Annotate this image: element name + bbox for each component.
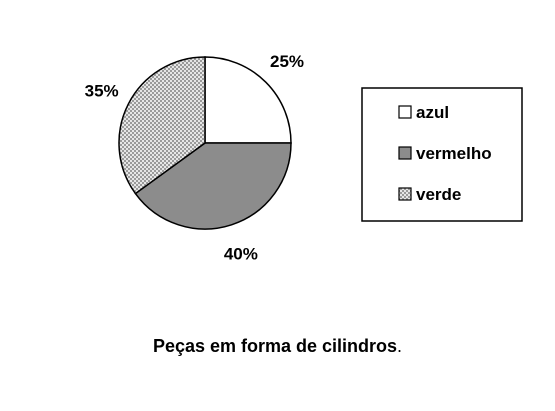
pie-slices: [118, 56, 292, 230]
chart-caption: Peças em forma de cilindros.: [0, 336, 555, 357]
legend-swatch-vermelho: [398, 146, 412, 160]
caption-period: .: [397, 336, 403, 356]
legend-swatch-azul: [398, 105, 412, 119]
legend-label-vermelho: vermelho: [416, 144, 492, 163]
legend-items: azul vermelho verde: [398, 103, 492, 204]
legend-box: [361, 87, 523, 222]
pie-slice-verde: [118, 56, 206, 195]
pie-slice-vermelho: [134, 142, 292, 230]
legend-label-verde: verde: [416, 185, 461, 204]
pie-slice-azul: [204, 56, 292, 144]
caption-text: Peças em forma de cilindros: [152, 336, 398, 356]
legend-swatch-verde: [398, 187, 412, 201]
pie-label-vermelho: 40%: [224, 244, 258, 263]
legend-label-azul: azul: [416, 103, 449, 122]
legend: azul vermelho verde: [361, 87, 523, 222]
pie-label-verde: 35%: [85, 81, 119, 100]
pie-label-azul: 25%: [270, 52, 304, 71]
pie-percent-labels: 25% 40% 35%: [85, 52, 304, 263]
